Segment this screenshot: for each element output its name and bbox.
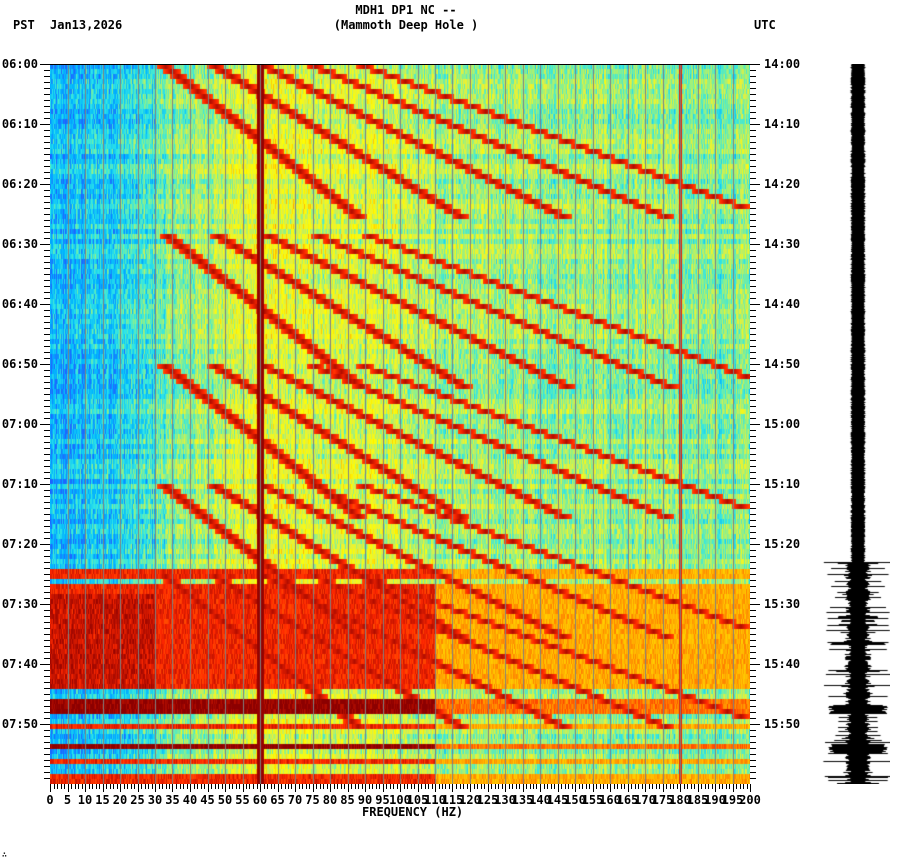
x-tick-label: 165 [617,793,639,807]
x-tick-label: 40 [183,793,197,807]
y-tick-label-left: 06:10 [2,117,38,131]
x-tick-label: 50 [218,793,232,807]
x-tick-label: 145 [547,793,569,807]
y-tick-label-right: 15:10 [764,477,800,491]
corner-mark-icon: ∴ [2,850,7,859]
x-tick-label: 15 [95,793,109,807]
station-title: MDH1 DP1 NC -- [355,3,457,17]
x-tick-label: 85 [340,793,354,807]
x-tick-label: 125 [477,793,499,807]
x-tick-label: 140 [529,793,551,807]
x-tick-label: 60 [253,793,267,807]
x-tick-label: 150 [564,793,586,807]
y-tick-label-right: 14:30 [764,237,800,251]
date-label: Jan13,2026 [50,18,123,32]
x-tick-label: 80 [323,793,337,807]
y-tick-label-right: 15:20 [764,537,800,551]
x-tick-label: 65 [270,793,284,807]
x-tick-label: 20 [113,793,127,807]
left-timezone-label: PST [13,18,35,32]
y-tick-label-right: 14:00 [764,57,800,71]
spectrogram-heatmap [50,64,750,784]
y-tick-label-left: 07:20 [2,537,38,551]
y-tick-label-right: 15:50 [764,717,800,731]
x-tick-label: 0 [46,793,53,807]
y-tick-label-right: 15:30 [764,597,800,611]
x-tick-label: 195 [722,793,744,807]
x-tick-label: 175 [652,793,674,807]
y-tick-label-left: 06:30 [2,237,38,251]
y-tick-label-left: 06:20 [2,177,38,191]
x-tick-label: 170 [634,793,656,807]
x-tick-label: 190 [704,793,726,807]
site-title: (Mammoth Deep Hole ) [333,18,479,32]
x-tick-label: 25 [130,793,144,807]
y-tick-label-right: 14:50 [764,357,800,371]
x-axis-label: FREQUENCY (HZ) [362,805,464,819]
y-tick-label-right: 14:20 [764,177,800,191]
x-tick-label: 55 [235,793,249,807]
x-tick-label: 155 [582,793,604,807]
y-tick-label-right: 15:40 [764,657,800,671]
x-tick-label: 185 [687,793,709,807]
y-tick-label-left: 07:10 [2,477,38,491]
spectrogram-plot [50,64,750,784]
y-tick-label-left: 07:30 [2,597,38,611]
x-tick-label: 180 [669,793,691,807]
x-tick-label: 70 [288,793,302,807]
x-tick-label: 75 [305,793,319,807]
y-tick-label-right: 14:40 [764,297,800,311]
y-tick-label-right: 14:10 [764,117,800,131]
y-tick-label-left: 07:50 [2,717,38,731]
y-tick-label-left: 07:00 [2,417,38,431]
y-tick-label-left: 06:50 [2,357,38,371]
seismogram-waveform [820,64,890,784]
x-tick-label: 200 [739,793,761,807]
y-tick-label-right: 15:00 [764,417,800,431]
right-timezone-label: UTC [754,18,776,32]
x-tick-label: 30 [148,793,162,807]
x-tick-label: 45 [200,793,214,807]
x-tick-label: 10 [78,793,92,807]
x-tick-label: 35 [165,793,179,807]
y-tick-label-left: 06:00 [2,57,38,71]
y-tick-label-left: 07:40 [2,657,38,671]
x-tick-label: 5 [64,793,71,807]
x-tick-label: 130 [494,793,516,807]
y-tick-label-left: 06:40 [2,297,38,311]
x-tick-label: 160 [599,793,621,807]
x-tick-label: 135 [512,793,534,807]
